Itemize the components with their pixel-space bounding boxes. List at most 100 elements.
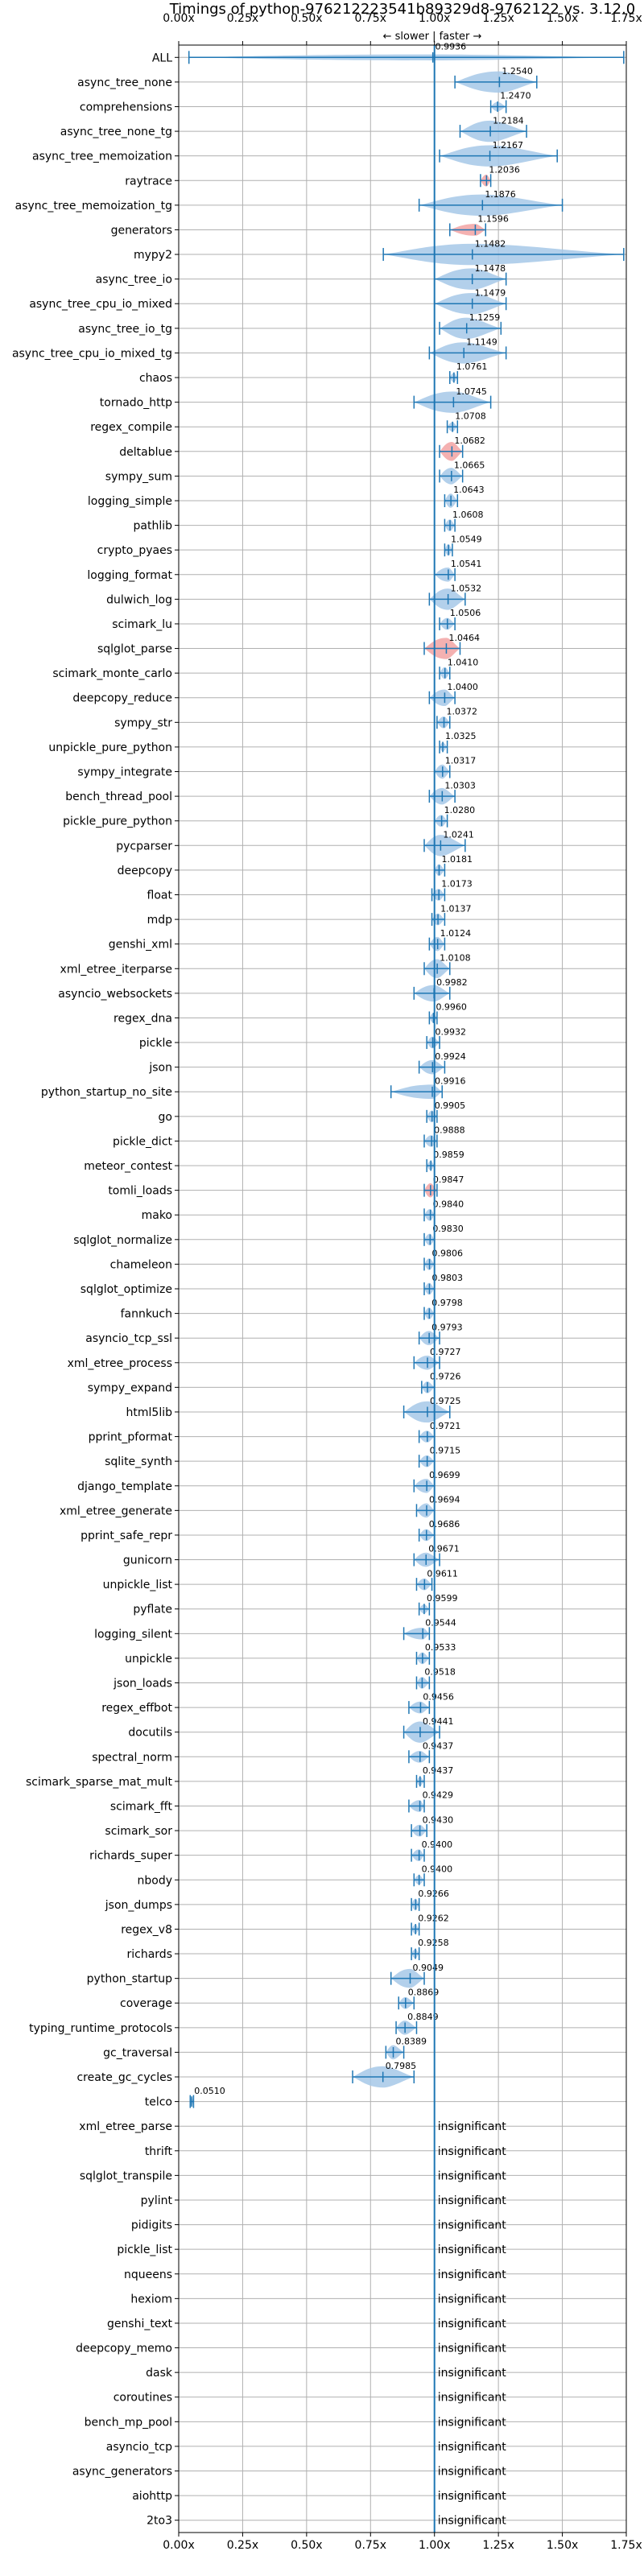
- value-label: 0.9725: [430, 1396, 461, 1406]
- category-label: html5lib: [126, 1406, 173, 1419]
- value-label: 0.9888: [434, 1125, 465, 1136]
- category-label: crypto_pyaes: [97, 544, 172, 557]
- value-label: 1.0541: [451, 559, 482, 569]
- category-label: async_tree_none: [77, 76, 172, 89]
- insignificant-label: insignificant: [438, 2466, 507, 2479]
- value-label: 0.9830: [432, 1224, 464, 1234]
- category-label: sympy_str: [114, 716, 172, 729]
- value-label: 0.9533: [425, 1642, 456, 1653]
- category-label: bench_thread_pool: [65, 791, 172, 803]
- value-label: 0.9258: [418, 1938, 449, 1948]
- chart-title: Timings of python-976212223541b89329d8-9…: [169, 1, 636, 18]
- category-label: regex_dna: [114, 1012, 172, 1025]
- category-label: deltablue: [119, 446, 172, 459]
- category-label: telco: [145, 2096, 172, 2109]
- category-label: pyflate: [133, 1604, 172, 1616]
- value-label: 0.9916: [435, 1075, 466, 1086]
- category-label: generators: [111, 224, 172, 237]
- category-label: xml_etree_iterparse: [60, 963, 172, 976]
- value-label: 1.0506: [450, 608, 481, 618]
- category-label: spectral_norm: [92, 1751, 172, 1764]
- value-label: 0.9982: [436, 977, 468, 988]
- value-label: 0.9400: [422, 1864, 453, 1874]
- category-label: aiohttp: [132, 2490, 172, 2503]
- insignificant-label: insignificant: [438, 2120, 507, 2133]
- category-label: chaos: [139, 372, 172, 385]
- category-label: pickle_pure_python: [63, 815, 172, 828]
- category-label: float: [147, 889, 173, 902]
- category-label: scimark_sor: [105, 1825, 172, 1838]
- value-label: 0.9905: [435, 1100, 466, 1111]
- bottom-axis-ticks: 0.00x 0.25x 0.50x 0.75x 1.00x 1.25x 1.50x 1.75x: [163, 2533, 642, 2552]
- bottom-tick-label: 0.50x: [291, 2539, 322, 2552]
- category-label: logging_format: [87, 569, 172, 582]
- value-label: 1.1149: [466, 337, 497, 348]
- value-label: 0.9429: [423, 1790, 454, 1801]
- bottom-tick-label: 0.00x: [163, 2539, 194, 2552]
- category-label: sympy_expand: [88, 1381, 172, 1394]
- category-label: logging_simple: [88, 495, 172, 508]
- insignificant-label: insignificant: [438, 2343, 507, 2355]
- value-label: 1.1259: [469, 312, 501, 323]
- value-label: 0.9924: [435, 1051, 466, 1062]
- insignificant-label: insignificant: [438, 2318, 507, 2330]
- value-label: 0.9715: [430, 1445, 461, 1455]
- value-label: 0.9806: [432, 1249, 464, 1259]
- category-label: python_startup_no_site: [41, 1086, 172, 1099]
- value-label: 1.0761: [456, 361, 488, 372]
- category-label: richards: [127, 1948, 173, 1961]
- category-label: async_tree_memoization: [32, 151, 172, 163]
- category-label: python_startup: [87, 1973, 172, 1986]
- category-label: scimark_sparse_mat_mult: [26, 1776, 172, 1789]
- value-label: 1.1478: [475, 263, 506, 274]
- value-label: 0.9400: [422, 1839, 453, 1850]
- category-label: fannkuch: [121, 1308, 172, 1321]
- value-label: 0.9441: [423, 1716, 454, 1727]
- value-label: 0.9694: [429, 1495, 460, 1505]
- category-label: gunicorn: [123, 1554, 172, 1567]
- category-label: genshi_text: [107, 2318, 173, 2330]
- value-label: 0.9803: [431, 1273, 463, 1283]
- value-label: 0.9936: [436, 42, 467, 52]
- category-label: logging_silent: [94, 1628, 172, 1641]
- value-label: 1.2184: [493, 115, 524, 126]
- top-tick-label: 0.75x: [355, 12, 386, 25]
- category-label: sqlglot_optimize: [80, 1283, 172, 1296]
- bottom-tick-label: 1.25x: [482, 2539, 514, 2552]
- value-label: 0.9437: [423, 1740, 454, 1751]
- value-label: 1.0317: [445, 756, 477, 766]
- insignificant-label: insignificant: [438, 2392, 507, 2405]
- category-label: mdp: [147, 914, 173, 927]
- value-label: 1.0608: [452, 510, 484, 520]
- value-label: 1.0549: [451, 534, 482, 544]
- category-label: mypy2: [134, 249, 172, 262]
- category-label: bench_mp_pool: [85, 2416, 172, 2429]
- category-label: asyncio_tcp_ssl: [85, 1332, 172, 1345]
- category-label: nqueens: [124, 2268, 172, 2281]
- category-label: pidigits: [131, 2219, 172, 2232]
- category-label: regex_compile: [90, 421, 172, 434]
- value-label: 0.9840: [433, 1199, 464, 1209]
- category-label: async_tree_io: [96, 274, 172, 287]
- value-label: 1.0303: [444, 780, 476, 791]
- value-label: 0.9721: [430, 1421, 461, 1431]
- category-label: tomli_loads: [108, 1185, 172, 1198]
- value-label: 0.9456: [423, 1691, 454, 1702]
- insignificant-label: insignificant: [438, 2194, 507, 2207]
- value-label: 1.0400: [447, 682, 478, 692]
- insignificant-label: insignificant: [438, 2219, 507, 2232]
- top-tick-label: 1.50x: [547, 12, 578, 25]
- category-label: django_template: [77, 1480, 172, 1493]
- category-label: async_tree_memoization_tg: [15, 200, 172, 213]
- category-label: async_generators: [72, 2466, 172, 2479]
- category-label: json: [148, 1062, 172, 1075]
- value-label: 0.9544: [425, 1618, 456, 1629]
- value-label: 1.0372: [447, 707, 478, 717]
- value-label: 1.2036: [489, 164, 520, 175]
- category-label: scimark_lu: [112, 618, 172, 631]
- top-tick-label: 1.25x: [482, 12, 514, 25]
- bottom-tick-label: 1.75x: [610, 2539, 642, 2552]
- category-label: pickle: [139, 1037, 172, 1050]
